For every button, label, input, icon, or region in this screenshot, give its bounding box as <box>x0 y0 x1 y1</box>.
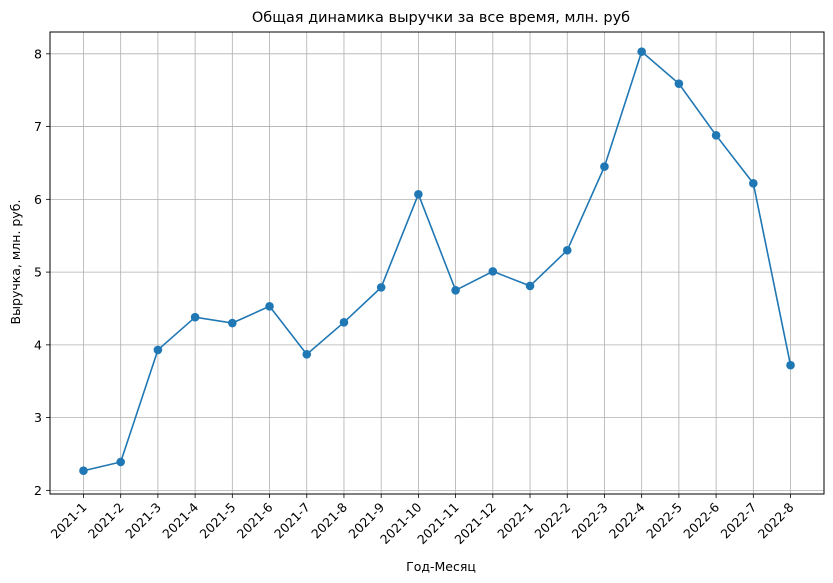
grid <box>50 32 824 494</box>
x-tick-label: 2022-7 <box>718 500 760 542</box>
series-group <box>79 47 795 476</box>
data-point <box>786 360 795 370</box>
x-tick-label: 2022-5 <box>643 500 685 542</box>
data-point <box>376 283 386 292</box>
x-tick-label: 2022-8 <box>755 499 797 541</box>
data-point <box>488 267 498 276</box>
x-tick-label: 2022-6 <box>680 499 722 541</box>
data-point <box>116 457 125 467</box>
x-tick-label: 2021-7 <box>271 500 313 542</box>
data-point <box>339 317 349 327</box>
series-line <box>83 50 792 472</box>
data-point <box>302 350 312 359</box>
data-point <box>153 345 163 355</box>
data-point <box>190 312 200 322</box>
x-tick-label: 2021-6 <box>234 499 276 541</box>
x-tick-label: 2021-12 <box>451 500 499 548</box>
x-tick-label: 2021-4 <box>159 499 201 541</box>
y-tick-label: 2 <box>34 483 42 498</box>
data-point <box>600 162 609 171</box>
data-point <box>451 285 460 295</box>
y-tick-label: 5 <box>34 265 42 280</box>
y-tick-label: 7 <box>34 119 42 134</box>
x-tick-label: 2022-2 <box>531 500 573 542</box>
data-point <box>228 318 237 328</box>
data-point <box>79 466 88 476</box>
data-point <box>414 189 423 199</box>
x-tick-label: 2021-8 <box>308 499 350 541</box>
x-tick-label: 2021-3 <box>122 500 164 542</box>
chart-title: Общая динамика выручки за все время, млн… <box>252 10 630 26</box>
data-point <box>711 131 721 140</box>
x-tick-label: 2021-5 <box>197 500 239 542</box>
data-point <box>749 179 758 188</box>
y-axis-label: Выручка, млн. руб. <box>8 200 23 325</box>
data-point <box>525 281 535 291</box>
data-point <box>562 245 572 255</box>
x-tick-label: 2022-4 <box>606 499 648 541</box>
x-tick-label: 2022-3 <box>569 500 611 542</box>
y-tick-label: 8 <box>34 46 42 61</box>
x-axis: 2021-12021-22021-32021-42021-52021-62021… <box>48 494 797 547</box>
x-tick-label: 2021-2 <box>85 500 127 542</box>
data-point <box>637 47 646 56</box>
data-point <box>674 79 684 88</box>
y-tick-label: 3 <box>34 410 42 425</box>
y-tick-label: 4 <box>34 337 42 352</box>
y-axis: 2 3 4 5 6 7 8 <box>34 46 50 498</box>
data-point <box>265 301 274 311</box>
x-tick-label: 2022-1 <box>494 500 536 542</box>
plot-frame <box>49 31 825 495</box>
x-tick-label: 2021-1 <box>48 500 90 542</box>
y-tick-label: 6 <box>34 192 42 207</box>
x-axis-label: Год-Месяц <box>406 559 476 574</box>
